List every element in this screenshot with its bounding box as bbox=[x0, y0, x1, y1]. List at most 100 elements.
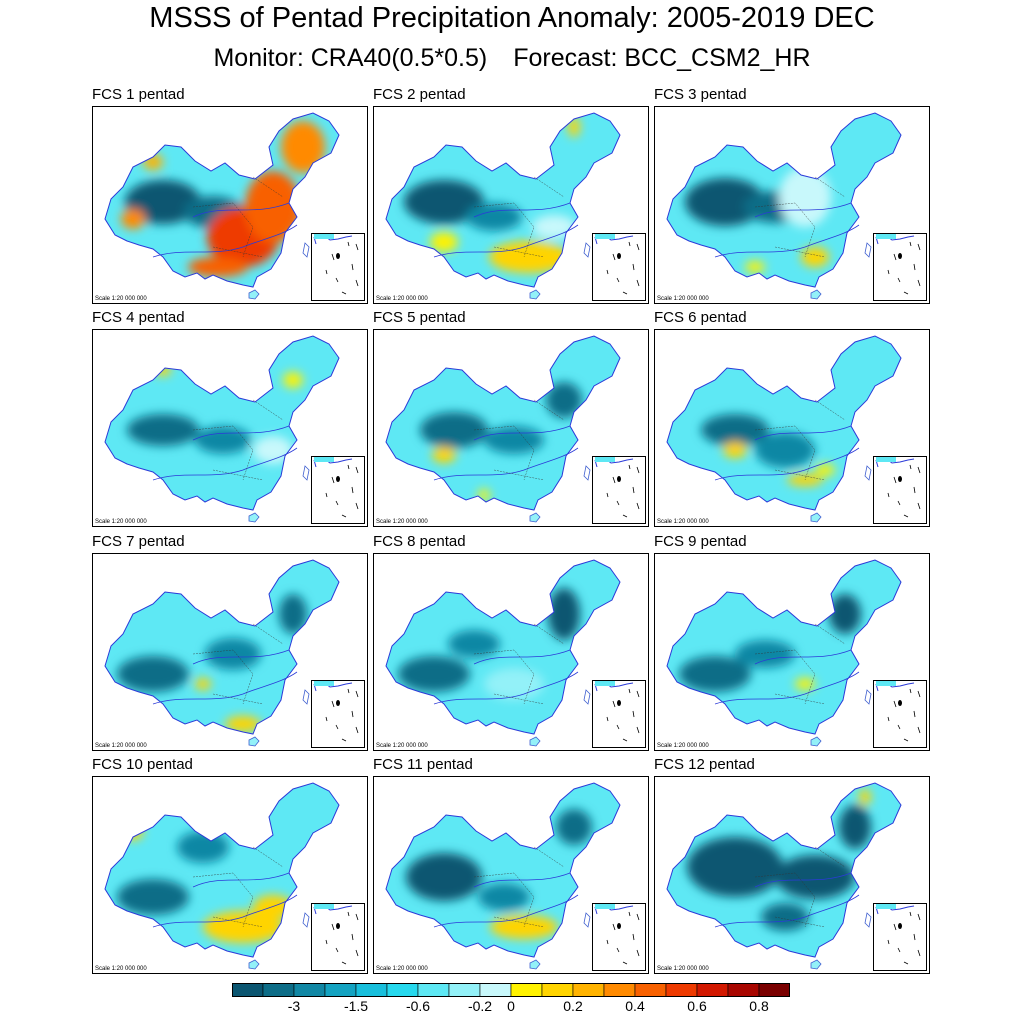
river-line bbox=[433, 894, 579, 928]
anomaly-patch bbox=[281, 121, 325, 173]
colorbar-swatch bbox=[665, 983, 698, 997]
taiwan-island bbox=[583, 242, 591, 258]
anomaly-patch bbox=[556, 809, 592, 845]
map-scale-note: Scale 1:20 000 000 bbox=[376, 519, 428, 525]
panel-label: FCS 1 pentad bbox=[92, 86, 185, 103]
colorbar-swatch bbox=[355, 983, 388, 997]
inset-map bbox=[313, 234, 359, 295]
colorbar-swatch bbox=[417, 983, 450, 997]
map-scale-note: Scale 1:20 000 000 bbox=[95, 296, 147, 302]
anomaly-patch bbox=[478, 489, 490, 501]
map-frame: Scale 1:20 000 000 bbox=[373, 776, 649, 974]
anomaly-patch bbox=[117, 656, 189, 692]
province-borders bbox=[754, 846, 846, 928]
anomaly-patch bbox=[532, 215, 576, 239]
panel-label: FCS 4 pentad bbox=[92, 309, 185, 326]
panel-label: FCS 6 pentad bbox=[654, 309, 747, 326]
hainan-island bbox=[810, 736, 822, 747]
province-borders bbox=[192, 176, 284, 258]
hainan-island bbox=[529, 512, 541, 523]
country-border bbox=[666, 559, 902, 735]
inset-map bbox=[313, 904, 359, 965]
province-borders bbox=[192, 846, 284, 928]
anomaly-patch bbox=[121, 209, 145, 229]
inset-map bbox=[313, 681, 359, 742]
forecast-label: Forecast: BCC_CSM2_HR bbox=[513, 44, 811, 72]
colorbar-tick-label: 0.2 bbox=[563, 998, 583, 1014]
precip-map bbox=[104, 559, 340, 747]
colorbar-swatch bbox=[232, 983, 264, 997]
anomaly-field bbox=[121, 121, 325, 277]
anomaly-patch bbox=[117, 879, 189, 915]
south-china-sea-inset bbox=[311, 456, 365, 524]
south-china-sea-inset bbox=[592, 233, 646, 301]
inset-map bbox=[875, 457, 921, 518]
taiwan-island bbox=[583, 689, 591, 705]
colorbar-swatch bbox=[572, 983, 605, 997]
anomaly-patch bbox=[484, 426, 544, 454]
hainan-island bbox=[529, 289, 541, 300]
hainan-island bbox=[248, 289, 260, 300]
inset-map bbox=[875, 904, 921, 965]
taiwan-island bbox=[864, 242, 872, 258]
south-china-sea-inset bbox=[873, 680, 927, 748]
inset-map bbox=[594, 457, 640, 518]
panel-label: FCS 7 pentad bbox=[92, 533, 185, 550]
panel-label: FCS 10 pentad bbox=[92, 756, 193, 773]
precip-map bbox=[385, 559, 621, 747]
south-china-sea-inset bbox=[873, 233, 927, 301]
river-line bbox=[433, 447, 579, 481]
anomaly-field bbox=[701, 414, 835, 486]
country-border bbox=[666, 782, 902, 958]
anomaly-patch bbox=[815, 464, 835, 476]
river-line bbox=[714, 224, 860, 258]
country-border bbox=[666, 335, 902, 511]
anomaly-patch bbox=[253, 895, 293, 919]
monitor-label: Monitor: CRA40(0.5*0.5) bbox=[213, 44, 488, 72]
map-scale-note: Scale 1:20 000 000 bbox=[657, 296, 709, 302]
inset-map bbox=[313, 457, 359, 518]
map-scale-note: Scale 1:20 000 000 bbox=[376, 966, 428, 972]
chart-subtitle: Monitor: CRA40(0.5*0.5) Forecast: BCC_CSM… bbox=[0, 44, 1024, 73]
colorbar-labels: -3 -1.5 -0.6 -0.2 0 0.2 0.4 0.6 0.8 bbox=[232, 998, 790, 1018]
precip-map bbox=[385, 782, 621, 970]
colorbar-swatch bbox=[603, 983, 636, 997]
anomaly-field bbox=[406, 809, 592, 939]
hainan-island bbox=[810, 289, 822, 300]
colorbar-tick-label: -0.6 bbox=[405, 998, 431, 1014]
colorbar-tick-label: -3 bbox=[287, 998, 301, 1014]
colorbar-swatch bbox=[634, 983, 667, 997]
country-border bbox=[104, 559, 340, 735]
river-line bbox=[714, 894, 860, 928]
precip-map bbox=[666, 112, 902, 300]
anomaly-patch bbox=[177, 831, 229, 863]
precip-map bbox=[385, 335, 621, 523]
anomaly-patch bbox=[775, 855, 855, 899]
river-line bbox=[152, 224, 298, 258]
anomaly-patch bbox=[283, 372, 303, 388]
anomaly-patch bbox=[127, 414, 199, 446]
inset-map bbox=[875, 681, 921, 742]
anomaly-patch bbox=[735, 640, 795, 668]
country-border bbox=[104, 782, 340, 958]
inset-map bbox=[594, 681, 640, 742]
anomaly-field bbox=[685, 167, 831, 273]
colorbar-tick-label: 0 bbox=[507, 998, 515, 1014]
precip-map bbox=[104, 782, 340, 970]
map-scale-note: Scale 1:20 000 000 bbox=[657, 966, 709, 972]
country-border bbox=[385, 559, 621, 735]
anomaly-patch bbox=[755, 432, 815, 468]
province-borders bbox=[473, 623, 565, 705]
anomaly-patch bbox=[679, 656, 751, 692]
map-scale-note: Scale 1:20 000 000 bbox=[376, 743, 428, 749]
anomaly-patch bbox=[188, 257, 248, 277]
inset-map bbox=[594, 234, 640, 295]
taiwan-island bbox=[302, 912, 310, 928]
anomaly-field bbox=[679, 594, 861, 692]
anomaly-patch bbox=[859, 789, 871, 805]
province-borders bbox=[473, 176, 565, 258]
china-base-fill bbox=[667, 336, 901, 510]
map-frame: Scale 1:20 000 000 bbox=[654, 553, 930, 751]
anomaly-field bbox=[687, 789, 871, 931]
river-line bbox=[152, 671, 298, 705]
